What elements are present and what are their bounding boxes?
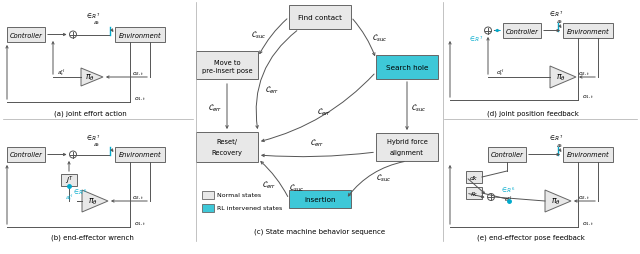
FancyBboxPatch shape	[466, 187, 482, 199]
Text: $o_{2,t}$: $o_{2,t}$	[132, 194, 144, 201]
FancyBboxPatch shape	[115, 147, 165, 162]
Text: $\mathcal{C}_{err}$: $\mathcal{C}_{err}$	[208, 102, 222, 113]
Text: $\mathcal{C}_{err}$: $\mathcal{C}_{err}$	[265, 84, 279, 95]
Text: $o_{1,t}$: $o_{1,t}$	[134, 219, 147, 227]
FancyBboxPatch shape	[563, 24, 613, 39]
Text: $a_t$: $a_t$	[556, 18, 564, 26]
Text: Search hole: Search hole	[386, 65, 428, 71]
Text: (a) joint effort action: (a) joint effort action	[54, 110, 126, 117]
Text: Environment: Environment	[566, 28, 609, 34]
Text: $\mathcal{C}_{err}$: $\mathcal{C}_{err}$	[310, 137, 324, 148]
Text: $dk$: $dk$	[469, 173, 479, 181]
Text: $\pi_\theta$: $\pi_\theta$	[551, 196, 561, 207]
Text: $\mathcal{C}_{suc}$: $\mathcal{C}_{suc}$	[252, 29, 267, 41]
Text: Reset/: Reset/	[216, 138, 237, 145]
Text: $\mathcal{C}_{suc}$: $\mathcal{C}_{suc}$	[412, 102, 427, 113]
FancyBboxPatch shape	[376, 56, 438, 80]
Text: $\mathcal{C}_{err}$: $\mathcal{C}_{err}$	[317, 106, 331, 117]
Text: (d) joint position feedback: (d) joint position feedback	[487, 110, 579, 117]
FancyBboxPatch shape	[503, 24, 541, 39]
Text: $\in \mathbb{R}^7$: $\in \mathbb{R}^7$	[548, 133, 564, 142]
Text: $o_{2,t}$: $o_{2,t}$	[578, 194, 590, 201]
Text: (e) end-effector pose feedback: (e) end-effector pose feedback	[477, 234, 585, 240]
Text: $a_t^{rl}$: $a_t^{rl}$	[56, 67, 65, 78]
Text: $\pi_\theta$: $\pi_\theta$	[556, 72, 566, 83]
Text: alignment: alignment	[390, 149, 424, 155]
FancyBboxPatch shape	[115, 28, 165, 43]
Text: Controller: Controller	[506, 28, 538, 34]
Text: $o_t^{rl}$: $o_t^{rl}$	[504, 194, 513, 204]
FancyBboxPatch shape	[61, 174, 77, 186]
Text: Find contact: Find contact	[298, 15, 342, 21]
Text: $\in \mathbb{R}^6$: $\in \mathbb{R}^6$	[72, 187, 88, 196]
Text: $a_t$: $a_t$	[93, 140, 101, 148]
FancyBboxPatch shape	[289, 190, 351, 208]
Text: $o_{1,t}$: $o_{1,t}$	[134, 95, 147, 102]
Text: $o_{2,t}$: $o_{2,t}$	[132, 70, 144, 77]
Text: $o_{1,t}$: $o_{1,t}$	[582, 219, 595, 227]
Text: $\mathcal{C}_{err}$: $\mathcal{C}_{err}$	[262, 179, 276, 190]
Text: $\mathcal{C}_{suc}$: $\mathcal{C}_{suc}$	[289, 182, 305, 193]
Text: $a_t^{rl}$: $a_t^{rl}$	[65, 192, 74, 203]
FancyBboxPatch shape	[563, 147, 613, 162]
Text: $a_t$: $a_t$	[93, 19, 101, 27]
Text: $o_{2,t}$: $o_{2,t}$	[578, 70, 590, 77]
Text: $\mathcal{C}_{suc}$: $\mathcal{C}_{suc}$	[376, 171, 392, 183]
Text: $\in \mathbb{R}^6$: $\in \mathbb{R}^6$	[500, 185, 516, 194]
FancyBboxPatch shape	[289, 6, 351, 30]
Text: Controller: Controller	[10, 152, 42, 158]
Text: RL intervened states: RL intervened states	[217, 206, 282, 211]
Polygon shape	[81, 69, 103, 87]
Text: Normal states: Normal states	[217, 193, 261, 198]
Text: $\mathcal{C}_{suc}$: $\mathcal{C}_{suc}$	[372, 32, 388, 44]
Text: $J^T$: $J^T$	[65, 174, 74, 186]
Polygon shape	[82, 190, 108, 212]
Text: $o_t^{rl}$: $o_t^{rl}$	[495, 67, 504, 78]
Text: Recovery: Recovery	[212, 149, 243, 155]
Text: $o_{1,t}$: $o_{1,t}$	[582, 93, 595, 100]
FancyBboxPatch shape	[488, 147, 526, 162]
Text: Move to: Move to	[214, 60, 240, 66]
Text: pre-insert pose: pre-insert pose	[202, 68, 252, 74]
Text: $\in \mathbb{R}^7$: $\in \mathbb{R}^7$	[85, 133, 100, 142]
FancyBboxPatch shape	[196, 133, 258, 162]
Text: Environment: Environment	[118, 152, 161, 158]
Polygon shape	[545, 190, 571, 212]
Text: Environment: Environment	[566, 152, 609, 158]
FancyBboxPatch shape	[466, 171, 482, 183]
Text: $fk$: $fk$	[470, 189, 478, 197]
FancyBboxPatch shape	[202, 204, 214, 212]
FancyBboxPatch shape	[7, 147, 45, 162]
Text: $\pi_\theta$: $\pi_\theta$	[85, 72, 95, 83]
Polygon shape	[550, 67, 576, 89]
Text: insertion: insertion	[304, 196, 336, 202]
Text: Hybrid force: Hybrid force	[387, 138, 428, 145]
Text: $\in \mathbb{R}^7$: $\in \mathbb{R}^7$	[548, 9, 564, 19]
Text: Controller: Controller	[10, 32, 42, 38]
Text: $\in \mathbb{R}^7$: $\in \mathbb{R}^7$	[468, 34, 484, 43]
FancyBboxPatch shape	[376, 133, 438, 161]
Text: (b) end-effector wrench: (b) end-effector wrench	[51, 234, 133, 240]
Text: $\pi_\theta$: $\pi_\theta$	[88, 196, 98, 207]
Text: (c) State machine behavior sequence: (c) State machine behavior sequence	[255, 228, 385, 234]
FancyBboxPatch shape	[196, 52, 258, 80]
Text: $\in \mathbb{R}^7$: $\in \mathbb{R}^7$	[85, 11, 100, 21]
Text: Environment: Environment	[118, 32, 161, 38]
Text: $a_t$: $a_t$	[556, 141, 564, 149]
Text: Controller: Controller	[491, 152, 524, 158]
FancyBboxPatch shape	[7, 28, 45, 43]
FancyBboxPatch shape	[202, 191, 214, 199]
